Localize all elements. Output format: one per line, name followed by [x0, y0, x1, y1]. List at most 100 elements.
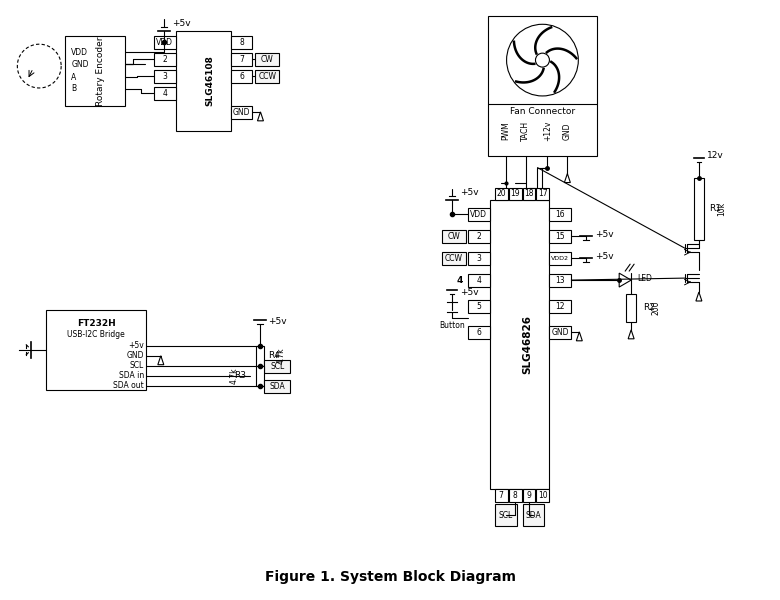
Text: 200: 200: [651, 301, 660, 315]
Text: 3: 3: [162, 72, 167, 81]
Text: 12: 12: [555, 302, 566, 311]
Text: 6: 6: [477, 328, 481, 337]
Bar: [549, 230, 572, 243]
Bar: [549, 300, 572, 313]
Text: 17: 17: [538, 190, 548, 199]
Text: Figure 1. System Block Diagram: Figure 1. System Block Diagram: [264, 570, 516, 584]
Text: VDD: VDD: [470, 211, 488, 220]
Bar: [264, 380, 290, 392]
Bar: [154, 87, 176, 100]
Text: CCW: CCW: [445, 254, 463, 263]
Text: 3: 3: [477, 254, 481, 263]
Text: GND: GND: [232, 108, 250, 117]
Bar: [264, 360, 290, 373]
Bar: [509, 489, 522, 502]
Text: R3: R3: [235, 371, 246, 380]
Text: FT232H: FT232H: [76, 319, 115, 328]
Text: Rotary Encoder: Rotary Encoder: [95, 37, 105, 106]
Bar: [468, 208, 490, 221]
Bar: [495, 489, 508, 502]
Text: 2: 2: [477, 232, 481, 241]
Bar: [495, 188, 508, 200]
Bar: [490, 200, 549, 489]
Bar: [441, 252, 466, 265]
Bar: [468, 300, 490, 313]
Circle shape: [536, 53, 549, 67]
Text: GND: GND: [126, 351, 144, 360]
Bar: [549, 252, 572, 265]
Bar: [523, 188, 536, 200]
Text: SCL: SCL: [271, 362, 285, 371]
Text: VDD: VDD: [71, 47, 88, 56]
Bar: [231, 36, 253, 49]
Text: USB-I2C Bridge: USB-I2C Bridge: [67, 331, 125, 340]
Bar: [154, 70, 176, 83]
Text: R1: R1: [709, 205, 721, 214]
Bar: [231, 106, 253, 119]
Bar: [468, 252, 490, 265]
Text: B: B: [71, 85, 76, 94]
Bar: [176, 31, 231, 131]
Bar: [509, 188, 522, 200]
Bar: [537, 188, 549, 200]
Bar: [537, 489, 549, 502]
Text: SLG46108: SLG46108: [206, 56, 215, 106]
Bar: [468, 274, 490, 287]
Text: 15: 15: [555, 232, 566, 241]
Text: GND: GND: [551, 328, 569, 337]
Text: 10: 10: [538, 491, 548, 500]
Text: GND: GND: [71, 59, 89, 68]
Bar: [231, 70, 253, 83]
Bar: [468, 326, 490, 339]
Bar: [626, 294, 636, 322]
Bar: [495, 504, 516, 526]
Text: A: A: [71, 73, 76, 82]
Bar: [441, 230, 466, 243]
Text: LED: LED: [637, 274, 652, 283]
Text: Fan Connector: Fan Connector: [510, 107, 575, 116]
Bar: [523, 504, 544, 526]
Text: PWM: PWM: [501, 121, 510, 140]
Bar: [549, 326, 572, 339]
Text: 8: 8: [239, 38, 244, 47]
Text: +5v: +5v: [459, 287, 478, 296]
Bar: [694, 178, 704, 240]
Text: 4.7k: 4.7k: [229, 367, 239, 384]
Text: R4: R4: [268, 351, 280, 360]
Text: GND: GND: [563, 122, 572, 140]
Text: 12v: 12v: [707, 151, 724, 160]
Text: 4.7k: 4.7k: [276, 347, 285, 364]
Bar: [154, 53, 176, 66]
Text: 7: 7: [239, 55, 244, 64]
Text: Button: Button: [439, 322, 465, 331]
Text: SDA: SDA: [270, 382, 285, 391]
Text: SCL: SCL: [129, 361, 144, 370]
Text: +5v: +5v: [128, 341, 144, 350]
Text: +5v: +5v: [459, 188, 478, 197]
Bar: [256, 70, 279, 83]
Text: 4: 4: [456, 275, 463, 284]
Bar: [257, 365, 264, 386]
Text: 18: 18: [524, 190, 534, 199]
Bar: [154, 36, 176, 49]
Text: 16: 16: [555, 211, 566, 220]
Bar: [468, 230, 490, 243]
Text: CCW: CCW: [258, 72, 276, 81]
Bar: [523, 489, 536, 502]
Bar: [231, 53, 253, 66]
Text: VDD: VDD: [156, 38, 173, 47]
Text: +5v: +5v: [595, 252, 614, 261]
Text: 4: 4: [162, 89, 167, 98]
Bar: [488, 16, 597, 155]
Text: SLG46826: SLG46826: [523, 315, 533, 374]
Bar: [46, 310, 146, 389]
Text: 2: 2: [162, 55, 167, 64]
Text: TACH: TACH: [521, 121, 530, 141]
Bar: [256, 53, 279, 66]
Text: 19: 19: [510, 190, 519, 199]
Text: R2: R2: [643, 304, 655, 313]
Text: CW: CW: [448, 232, 460, 241]
Text: SCL: SCL: [498, 511, 512, 520]
Text: CW: CW: [261, 55, 274, 64]
Bar: [257, 346, 264, 365]
